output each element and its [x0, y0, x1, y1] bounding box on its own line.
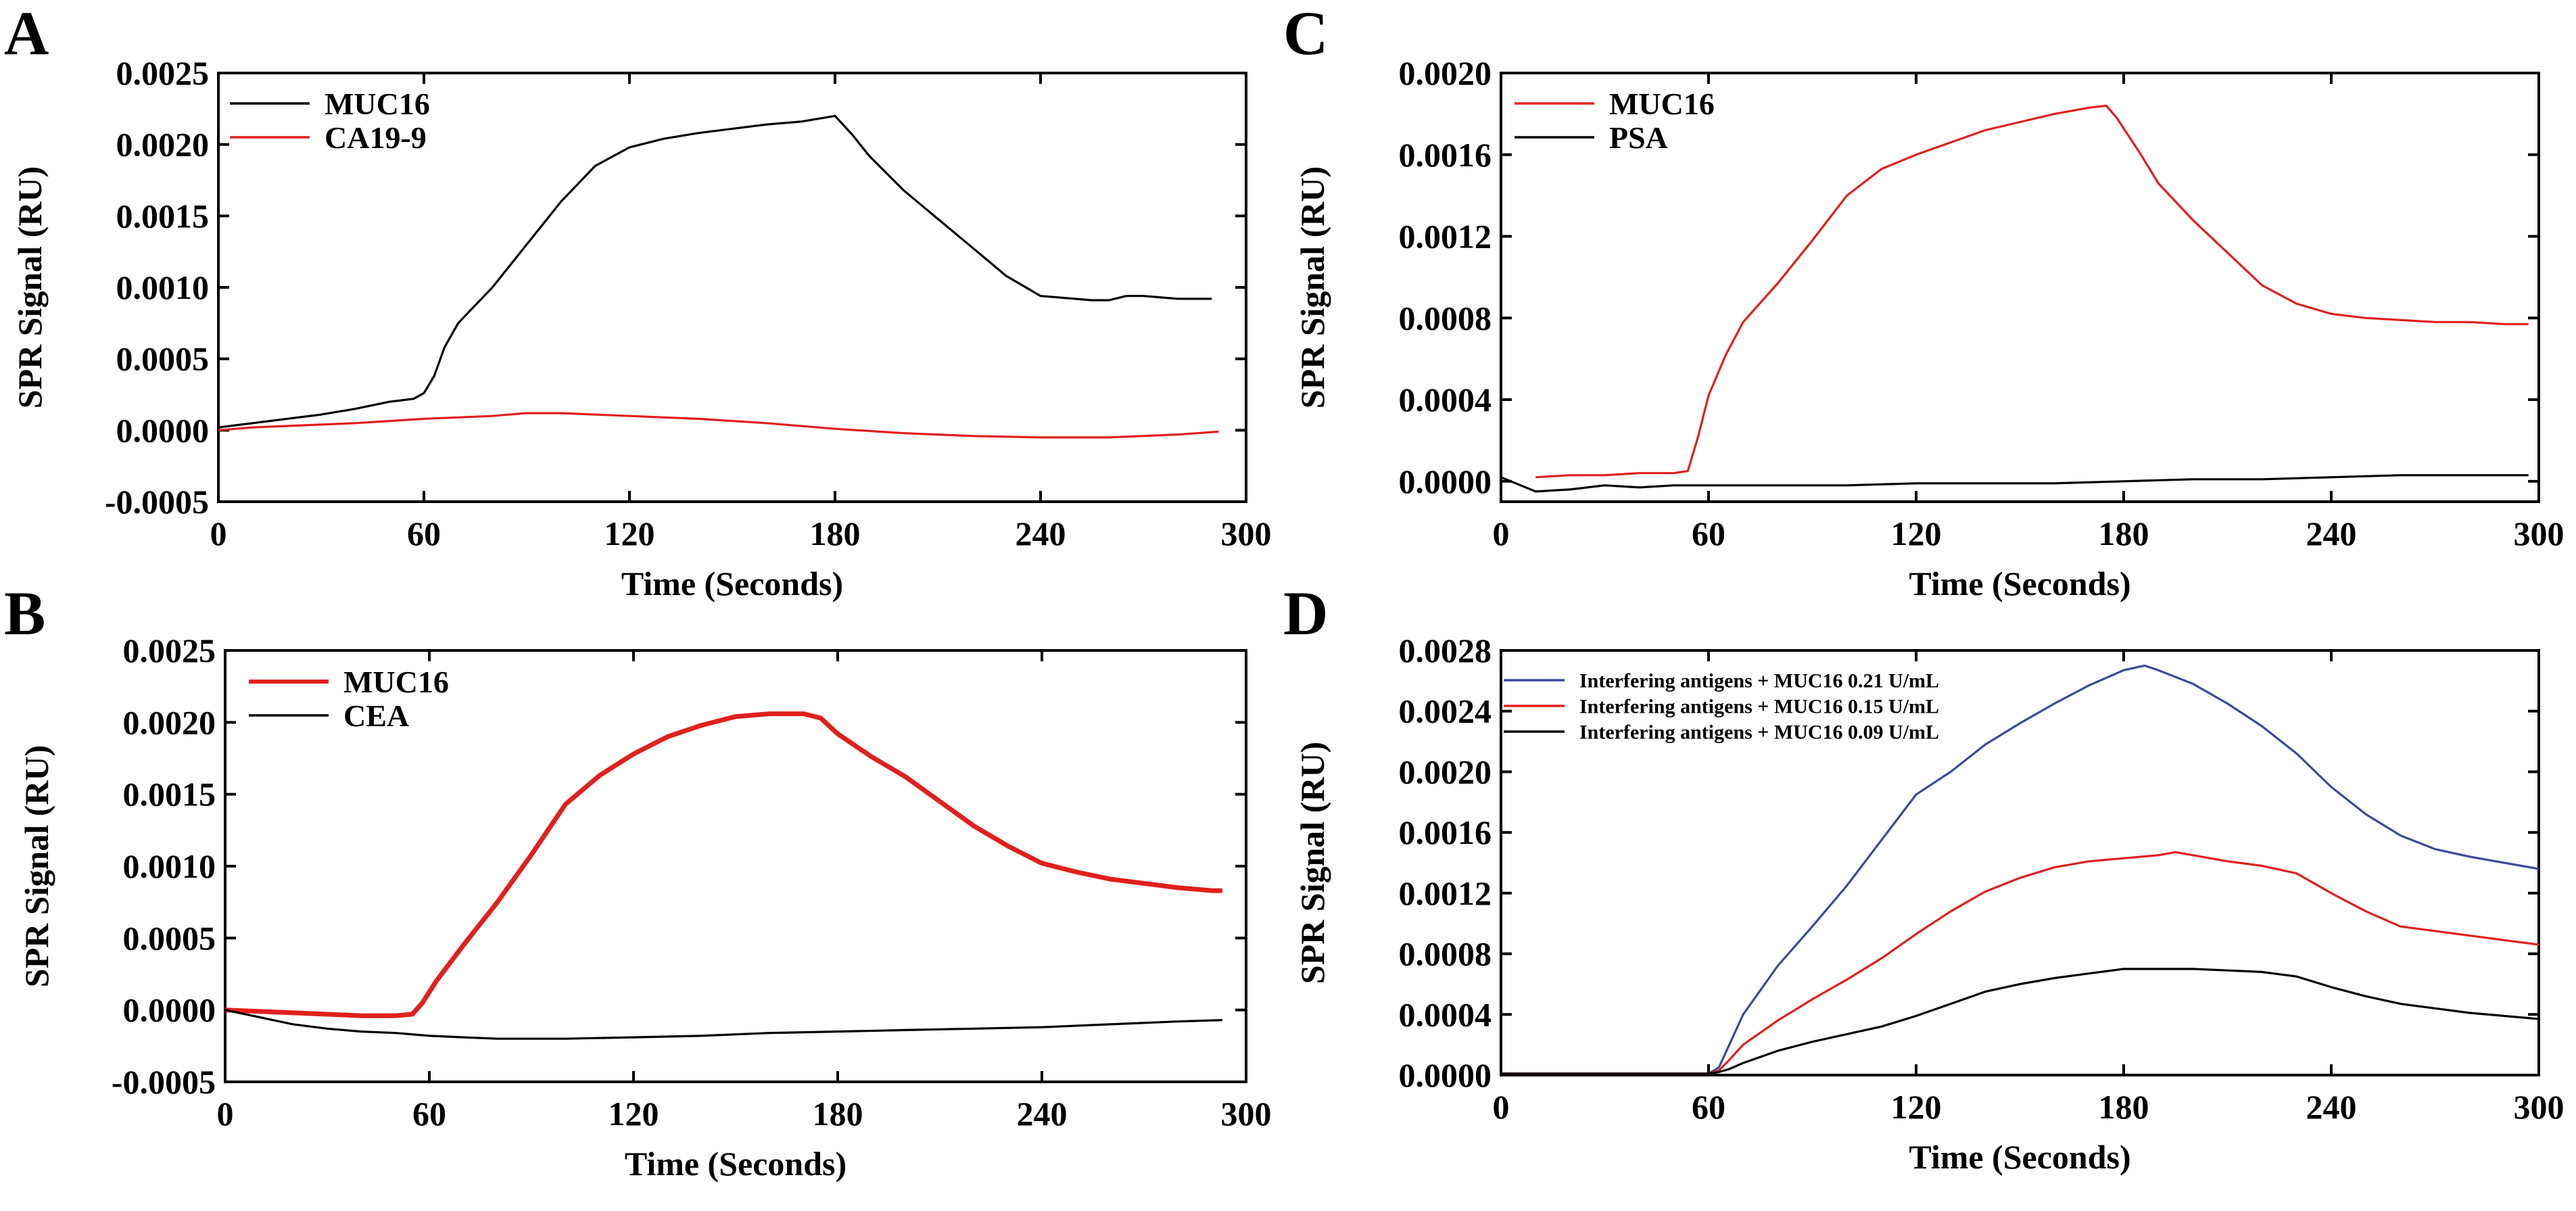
- legend-label: CEA: [343, 698, 409, 733]
- x-tick-label: 120: [1891, 1088, 1942, 1126]
- x-tick-label: 240: [2306, 515, 2357, 552]
- y-tick-label: 0.0000: [1399, 462, 1492, 500]
- y-tick-label: 0.0020: [1399, 54, 1492, 92]
- x-tick-label: 300: [2514, 515, 2565, 552]
- y-tick-label: -0.0005: [105, 483, 209, 521]
- series-line-c-1: [1501, 474, 2529, 493]
- panel-d: D 0 60 120 180 240 300 0.0000 0.0004 0.0008 0.001…: [1283, 579, 2565, 1176]
- y-axis-title: SPR Signal (RU): [1293, 166, 1331, 408]
- panel-a: A 0 60 120 180 240 300 -0.0005 0.0000 0.0005 0.00…: [4, 0, 1272, 602]
- y-tick-label: 0.0020: [116, 126, 210, 164]
- y-axis-title: SPR Signal (RU): [1293, 742, 1331, 984]
- x-tick-label: 240: [1017, 1095, 1068, 1133]
- y-tick-label: 0.0004: [1399, 995, 1492, 1033]
- y-tick-label: 0.0008: [1399, 935, 1492, 973]
- x-tick-label: 120: [609, 1095, 659, 1133]
- legend-label: PSA: [1609, 120, 1668, 155]
- y-tick-label: 0.0016: [1399, 136, 1492, 174]
- plot-frame-c: [1500, 72, 2540, 503]
- legend-label: MUC16: [1609, 87, 1715, 121]
- y-axis-title: SPR Signal (RU): [18, 745, 55, 987]
- x-tick-label: 60: [412, 1095, 446, 1133]
- x-tick-label: 300: [1221, 1095, 1272, 1133]
- series-line-d-1: [1501, 851, 2539, 1075]
- x-tick-label: 0: [217, 1095, 234, 1133]
- legend-label: MUC16: [325, 87, 430, 121]
- y-tick-label: 0.0024: [1399, 692, 1492, 730]
- series-line-b-0: [225, 711, 1222, 1018]
- y-tick-label: 0.0025: [116, 54, 210, 92]
- y-tick-label: 0.0010: [116, 268, 210, 306]
- x-tick-label: 0: [1493, 1088, 1510, 1126]
- x-axis-title: Time (Seconds): [1909, 1138, 2130, 1176]
- y-tick-label: -0.0005: [112, 1063, 216, 1101]
- y-tick-label: 0.0010: [123, 847, 216, 885]
- y-tick-label: 0.0004: [1399, 381, 1492, 419]
- x-tick-label: 240: [1016, 515, 1066, 552]
- y-tick-label: 0.0016: [1399, 813, 1492, 851]
- legend-label: Interfering antigens + MUC16 0.21 U/mL: [1579, 670, 1939, 692]
- x-tick-label: 180: [2099, 1088, 2149, 1126]
- y-axis-title: SPR Signal (RU): [11, 166, 49, 408]
- panel-letter-b: B: [4, 579, 45, 648]
- panel-c: C 0 60 120 180 240 300 0.0000 0.0004 0.0008 0.001…: [1283, 0, 2565, 602]
- x-tick-label: 300: [2514, 1088, 2565, 1126]
- x-tick-label: 120: [604, 515, 655, 552]
- x-tick-label: 60: [1692, 1088, 1725, 1126]
- y-tick-label: 0.0028: [1399, 632, 1492, 669]
- series-line-d-2: [1501, 968, 2539, 1075]
- x-tick-label: 240: [2306, 1088, 2357, 1126]
- panel-letter-c: C: [1283, 0, 1328, 68]
- series-line-b-1: [225, 1009, 1222, 1040]
- series-line-d-0: [1501, 664, 2539, 1075]
- x-tick-label: 120: [1891, 515, 1942, 552]
- legend-label: Interfering antigens + MUC16 0.15 U/mL: [1579, 696, 1939, 718]
- x-tick-label: 60: [407, 515, 441, 552]
- y-tick-label: 0.0000: [1399, 1056, 1492, 1094]
- panel-letter-d: D: [1283, 579, 1328, 648]
- panel-b: B 0 60 120 180 240 300 -0.0005 0.0000 0.0005 0.00…: [4, 579, 1272, 1183]
- x-tick-label: 180: [813, 1095, 863, 1133]
- y-tick-label: 0.0020: [123, 703, 216, 741]
- x-tick-label: 300: [1221, 515, 1272, 552]
- x-axis-title: Time (Seconds): [625, 1145, 846, 1183]
- y-tick-label: 0.0005: [123, 919, 216, 957]
- y-tick-label: 0.0005: [116, 340, 210, 378]
- x-tick-label: 180: [2099, 515, 2149, 552]
- y-tick-label: 0.0025: [123, 632, 216, 669]
- series-line-a-1: [218, 412, 1219, 439]
- series-line-a-0: [218, 114, 1212, 429]
- plot-frame-d: [1500, 649, 2540, 1076]
- panel-letter-a: A: [4, 0, 49, 68]
- legend-label: MUC16: [343, 665, 449, 699]
- legend-label: CA19-9: [325, 120, 427, 155]
- y-tick-label: 0.0020: [1399, 753, 1492, 790]
- y-tick-label: 0.0008: [1399, 299, 1492, 337]
- series-line-c-0: [1535, 104, 2529, 479]
- y-tick-label: 0.0015: [123, 776, 216, 813]
- x-tick-label: 0: [1493, 515, 1510, 552]
- x-tick-label: 60: [1692, 515, 1725, 552]
- x-axis-title: Time (Seconds): [1909, 565, 2130, 602]
- y-tick-label: 0.0000: [123, 991, 216, 1029]
- y-tick-label: 0.0000: [116, 411, 210, 449]
- y-tick-label: 0.0012: [1399, 874, 1492, 912]
- x-axis-title: Time (Seconds): [621, 565, 843, 602]
- legend-label: Interfering antigens + MUC16 0.09 U/mL: [1579, 721, 1939, 744]
- y-tick-label: 0.0012: [1399, 218, 1492, 256]
- x-tick-label: 180: [810, 515, 861, 552]
- y-tick-label: 0.0015: [116, 197, 210, 235]
- x-tick-label: 0: [210, 515, 227, 552]
